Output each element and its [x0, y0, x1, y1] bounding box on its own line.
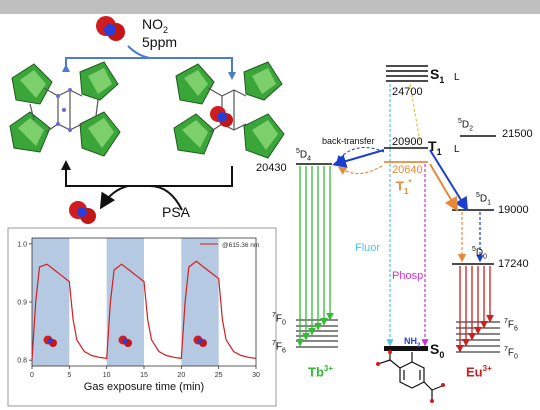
- inset-xlabel: Gas exposure time (min): [84, 381, 204, 393]
- t1p-to-eu-arrow: [429, 163, 459, 212]
- eu-ion-label: Eu3+: [466, 364, 492, 380]
- adsorbed-no2-icon: [210, 106, 233, 127]
- eu-5d2-energy: 21500: [502, 128, 533, 140]
- top-bar: [0, 0, 540, 14]
- y-tick-label: 1.0: [17, 241, 27, 248]
- tb-emission-arrows: [296, 166, 334, 347]
- mof-framework-right: [173, 61, 285, 159]
- inset-chart: 0 5 10 15 20 25 30 1.0 0.9 0.8 @615.36 nm Gas exp…: [7, 227, 277, 407]
- eu-7f0-label: 7F0: [504, 346, 518, 361]
- back-transfer-arrow: [336, 147, 385, 162]
- mof-framework-left: [9, 61, 121, 157]
- tb-energy: 20430: [256, 162, 287, 174]
- x-tick-label: 10: [103, 372, 111, 379]
- eu-emission-arrows: [456, 266, 494, 353]
- t1-prime-label: T1*: [396, 178, 412, 196]
- psa-label: PSA: [162, 204, 191, 220]
- x-tick-label: 25: [215, 372, 223, 379]
- t1-to-tb-arrow: [332, 149, 385, 168]
- tb-7f0-label: 7F0: [272, 312, 286, 327]
- exposure-band-1: [106, 238, 144, 366]
- psa-arrow: [149, 185, 183, 211]
- exposure-bands: [32, 238, 219, 366]
- x-tick-label: 30: [252, 372, 260, 379]
- back-transfer-label: back-transfer: [322, 136, 375, 146]
- response-curve: [31, 260, 257, 361]
- tb-7f6-label: 7F6: [272, 340, 286, 355]
- tb-5d4-label: 5D4: [296, 148, 312, 163]
- x-tick-label: 0: [30, 372, 34, 379]
- t1-energy: 20900: [392, 136, 423, 148]
- tb-7f-levels: [296, 319, 338, 348]
- eu-5d1-label: 5D1: [476, 192, 492, 207]
- gas-inflow-arrow: [127, 45, 151, 59]
- axis-ticks: 0 5 10 15 20 25 30 1.0 0.9 0.8: [17, 241, 260, 379]
- ligand-structure-icon: [377, 352, 443, 400]
- x-tick-label: 5: [67, 372, 71, 379]
- eu-7f6-label: 7F6: [504, 318, 518, 333]
- s1-l-label: L: [454, 72, 460, 83]
- released-no2-icon: [69, 201, 96, 224]
- fluor-label: Fluor: [355, 242, 381, 254]
- band-no2-icons: [43, 335, 207, 347]
- t1-label: T1: [428, 138, 442, 157]
- legend-text: @615.36 nm: [222, 242, 259, 249]
- t1-prime-energy: 20640: [392, 164, 423, 176]
- eu-5d1-energy: 19000: [498, 204, 529, 216]
- x-tick-label: 15: [140, 372, 148, 379]
- y-tick-label: 0.9: [17, 300, 27, 307]
- eu-5d0-label: 5D0: [472, 246, 488, 261]
- s0-level: [384, 346, 428, 351]
- s1-label: S1: [430, 66, 445, 85]
- no2-molecule-icon: [96, 16, 125, 41]
- exposure-band-2: [181, 238, 219, 366]
- mof-scheme: [9, 16, 285, 224]
- eu-5d0-energy: 17240: [498, 258, 529, 270]
- s1-levels: [386, 65, 428, 82]
- phosp-label: Phosp: [392, 270, 424, 282]
- gas-label: NO2: [142, 16, 169, 35]
- energy-diagram: [296, 65, 500, 403]
- release-arrow: [99, 185, 129, 210]
- y-tick-label: 0.8: [17, 358, 27, 365]
- t1-l-label: L: [454, 144, 460, 155]
- x-tick-label: 20: [177, 372, 185, 379]
- s1-energy: 24700: [392, 86, 423, 98]
- tb-ion-label: Tb3+: [308, 364, 334, 380]
- t1p-to-tb-arrow: [338, 165, 383, 175]
- s0-label: S0: [430, 341, 445, 360]
- eu-5d2-label: 5D2: [458, 118, 474, 133]
- concentration-label: 5ppm: [142, 34, 178, 50]
- exposure-band-0: [32, 238, 70, 366]
- t1-to-eu-arrow: [429, 149, 469, 212]
- nh2-label: NH2: [404, 336, 421, 349]
